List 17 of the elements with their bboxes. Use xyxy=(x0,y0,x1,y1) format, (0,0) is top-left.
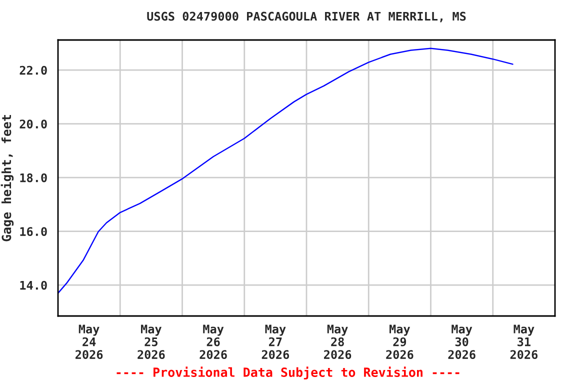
x-tick-label: May 26 2026 xyxy=(200,324,227,360)
text: ---- Provisional Data Subject to Revision ---- xyxy=(116,366,460,380)
x-tick-label: May 28 2026 xyxy=(324,324,352,360)
line-series xyxy=(58,48,514,294)
chart-title: USGS 02479000 PASCAGOULA RIVER AT MERRILL, MS xyxy=(147,12,466,22)
x-tick-label: May 24 2026 xyxy=(76,324,103,360)
x-tick-label: May 25 2026 xyxy=(138,324,165,360)
y-tick-label: 14.0 xyxy=(20,280,47,290)
x-tick-label: May 29 2026 xyxy=(386,324,414,360)
y-tick-label: 22.0 xyxy=(20,66,47,75)
y-tick-label: 18.0 xyxy=(20,173,47,182)
x-tick-label: May 31 2026 xyxy=(510,324,538,360)
y-tick-label: 16.0 xyxy=(20,227,47,236)
x-tick-label: May 27 2026 xyxy=(262,324,290,360)
y-axis-title: Gage height, feet xyxy=(0,115,14,242)
y-tick-label: 20.0 xyxy=(20,120,47,128)
x-tick-label: May 30 2026 xyxy=(448,324,476,360)
